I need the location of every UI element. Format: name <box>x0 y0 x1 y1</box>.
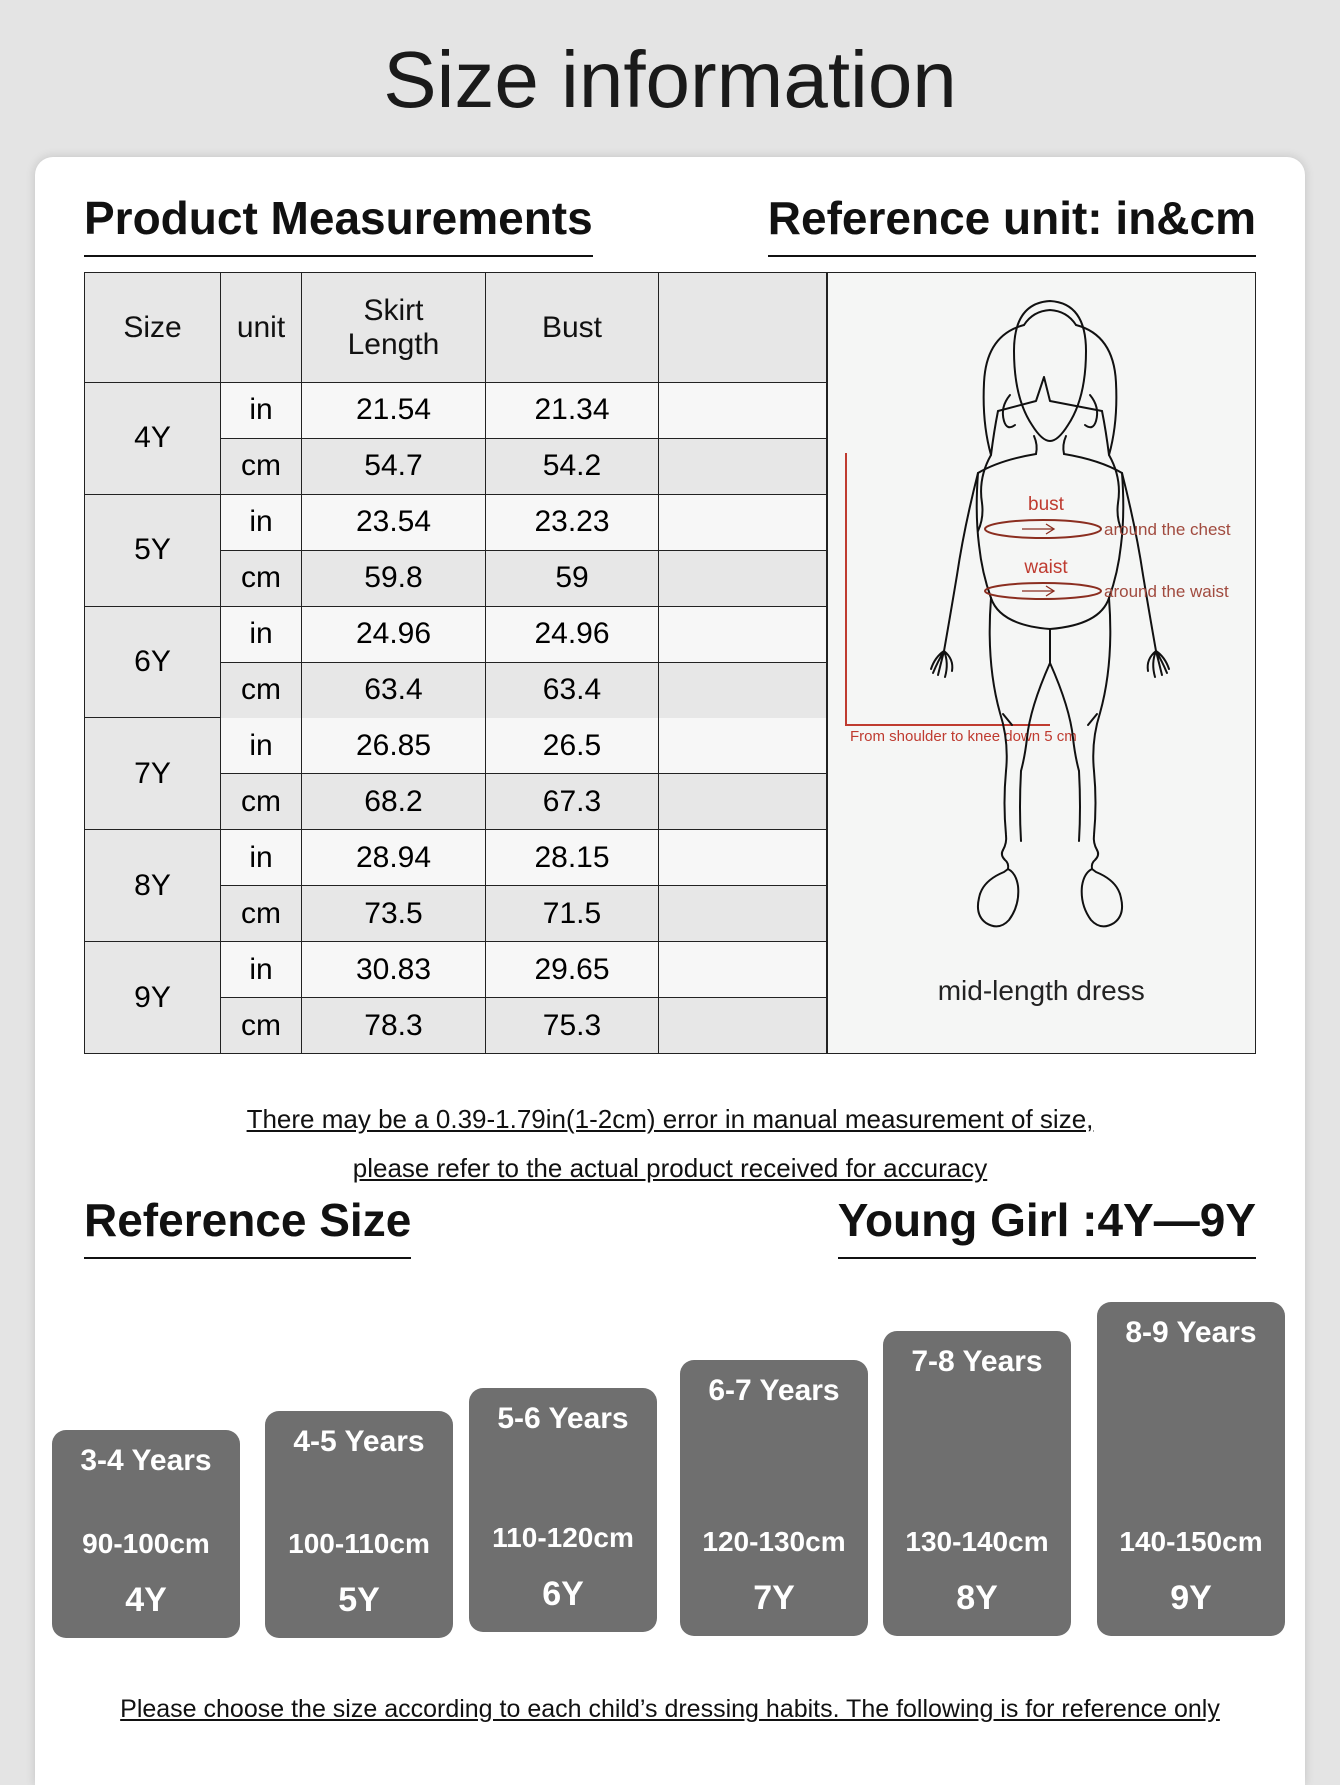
svg-text:around the chest: around the chest <box>1104 520 1231 539</box>
svg-text:From shoulder to knee down 5 c: From shoulder to knee down 5 cm <box>850 728 1077 745</box>
svg-text:waist: waist <box>1023 557 1068 578</box>
svg-text:bust: bust <box>1028 494 1065 515</box>
svg-text:around the waist: around the waist <box>1104 582 1229 601</box>
